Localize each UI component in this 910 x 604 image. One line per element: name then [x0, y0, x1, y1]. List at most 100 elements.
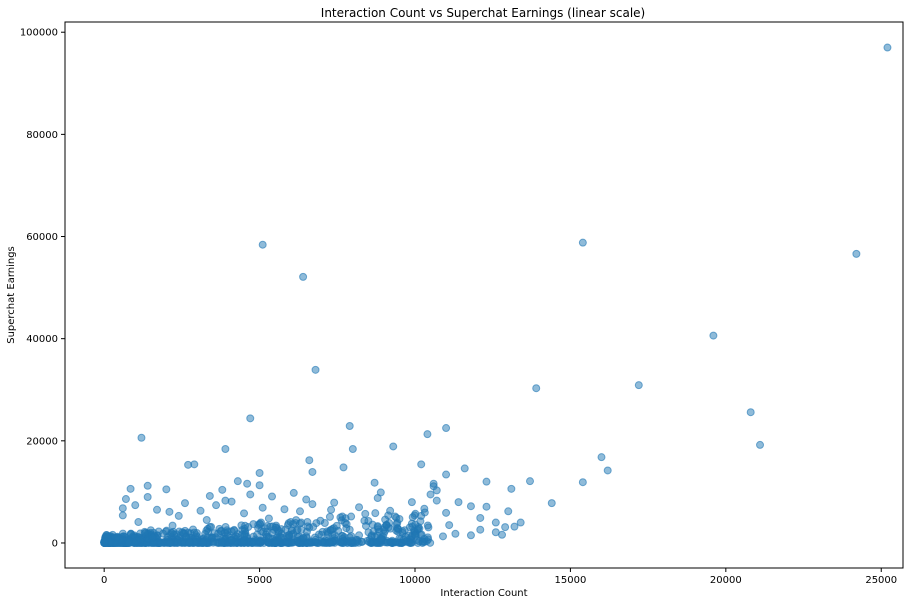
scatter-point [249, 538, 258, 547]
scatter-point [212, 501, 221, 510]
y-axis-label: Superchat Earnings [6, 246, 17, 344]
scatter-point [312, 519, 321, 528]
scatter-point [233, 477, 242, 486]
scatter-point [547, 499, 556, 508]
scatter-point [510, 522, 519, 531]
scatter-point [361, 509, 370, 518]
scatter-point [253, 530, 262, 539]
scatter-point [408, 513, 417, 522]
scatter-point [180, 499, 189, 508]
scatter-point [345, 422, 354, 431]
scatter-point [240, 509, 249, 518]
scatter-point [417, 511, 426, 520]
scatter-point [491, 518, 500, 527]
scatter-point [113, 533, 122, 542]
scatter-point [445, 521, 454, 530]
plot-frame [64, 21, 904, 569]
scatter-point [131, 501, 140, 510]
scatter-point [426, 490, 435, 499]
scatter-point [240, 532, 249, 541]
scatter-point [286, 518, 295, 527]
scatter-point [199, 538, 208, 547]
scatter-point [124, 538, 133, 547]
scatter-point [597, 453, 606, 462]
scatter-point [143, 493, 152, 502]
scatter-point [143, 481, 152, 490]
scatter-point [355, 531, 364, 540]
scatter-point [423, 521, 432, 530]
x-tick-label: 20000 [710, 575, 742, 586]
scatter-point [501, 523, 510, 532]
scatter-point [336, 513, 345, 522]
scatter-point [249, 520, 258, 529]
scatter-point [323, 530, 332, 539]
scatter-point [423, 430, 432, 439]
y-axis-ticks: 0 20000 40000 60000 80000 100000 [20, 28, 65, 549]
scatter-point [382, 521, 391, 530]
scatter-point [196, 506, 205, 515]
scatter-point [255, 468, 264, 477]
scatter-point [460, 464, 469, 473]
scatter-point [339, 463, 348, 472]
scatter-point [417, 460, 426, 469]
scatter-point [264, 514, 273, 523]
scatter-point [227, 527, 236, 536]
scatter-point [392, 526, 401, 535]
scatter-point [227, 497, 236, 506]
x-axis-ticks: 0 5000 10000 15000 20000 25000 [101, 568, 897, 586]
scatter-point [174, 511, 183, 520]
scatter-point [345, 525, 354, 534]
scatter-point [153, 505, 162, 514]
scatter-point [311, 365, 320, 374]
scatter-point [218, 538, 227, 547]
scatter-point [297, 525, 306, 534]
scatter-point [355, 503, 364, 512]
scatter-point [320, 519, 329, 528]
scatter-point [299, 533, 308, 542]
scatter-point [466, 531, 475, 540]
scatter-point [246, 490, 255, 499]
scatter-point [126, 484, 135, 493]
scatter-point [370, 478, 379, 487]
scatter-point [118, 511, 127, 520]
scatter-point [205, 523, 214, 532]
scatter-point [634, 381, 643, 390]
scatter-point [299, 272, 308, 281]
scatter-point [504, 507, 513, 516]
scatter-point [311, 535, 320, 544]
scatter-point [243, 479, 252, 488]
scatter-point [442, 470, 451, 479]
scatter-point [373, 522, 382, 531]
scatter-point [746, 408, 755, 417]
scatter-point [852, 249, 861, 258]
scatter-point [532, 384, 541, 393]
scatter-point [373, 494, 382, 503]
scatter-point [277, 525, 286, 534]
scatter-point [302, 495, 311, 504]
scatter-point [241, 521, 250, 530]
scatter-point [438, 532, 447, 541]
scatter-point [578, 478, 587, 487]
scatter-point [100, 538, 109, 547]
scatter-point [325, 512, 334, 521]
scatter-point [401, 532, 410, 541]
x-tick-label: 25000 [865, 575, 897, 586]
scatter-point [287, 538, 296, 547]
scatter-point [442, 424, 451, 433]
scatter-point [325, 538, 334, 547]
scatter-point [407, 519, 416, 528]
scatter-point [168, 521, 177, 530]
scatter-point [883, 43, 892, 52]
scatter-point [429, 479, 438, 488]
scatter-point [334, 526, 343, 535]
scatter-point [295, 519, 304, 528]
scatter-point [284, 531, 293, 540]
scatter-point [476, 513, 485, 522]
scatter-point [305, 523, 314, 532]
scatter-point [709, 331, 718, 340]
scatter-point [258, 503, 267, 512]
scatter-point [516, 518, 525, 527]
scatter-point [205, 491, 214, 500]
